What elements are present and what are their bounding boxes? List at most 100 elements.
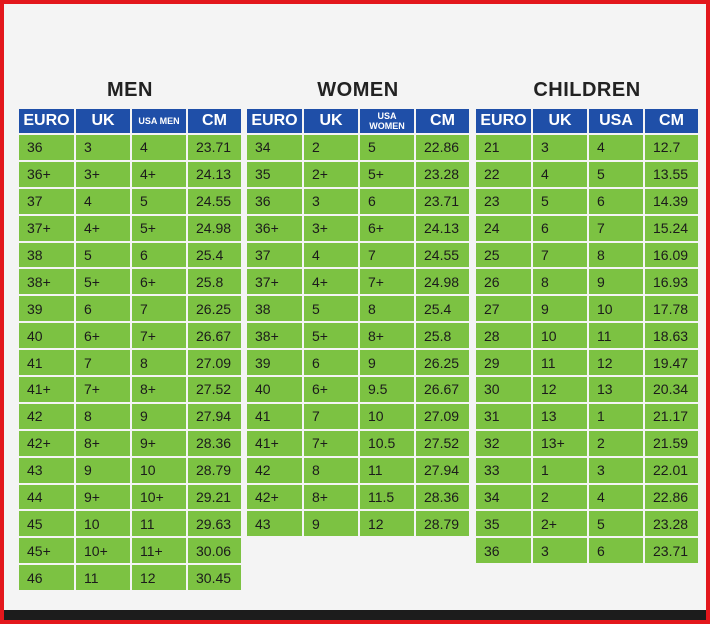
women-cell-euro: 38+ <box>247 323 302 349</box>
women-cell-euro: 35 <box>247 161 302 187</box>
women-cell-euro: 37+ <box>247 269 302 295</box>
men-cell-euro: 41 <box>19 350 74 376</box>
women-table: EURO UK USA WOMEN CM 34 2 5 22.86 35 2+ 5+ 23.2… <box>245 107 471 538</box>
men-cell-uk: 9 <box>76 457 130 483</box>
women-cell-usa: 10.5 <box>360 430 414 456</box>
table-row: 44 9+ 10+ 29.21 <box>19 484 241 510</box>
children-header-uk: UK <box>533 109 587 133</box>
children-header-cm: CM <box>645 109 698 133</box>
men-cell-euro: 44 <box>19 484 74 510</box>
men-cell-uk: 10+ <box>76 538 130 564</box>
men-cell-euro: 43 <box>19 457 74 483</box>
children-cell-usa: 10 <box>589 296 643 322</box>
children-cell-uk: 13 <box>533 403 587 429</box>
children-cell-usa: 7 <box>589 215 643 241</box>
children-section: CHILDREN EURO UK USA CM 21 3 4 12.7 22 4 5 13.5… <box>474 79 700 565</box>
men-cell-cm: 29.21 <box>188 484 241 510</box>
table-row: 36+ 3+ 6+ 24.13 <box>247 215 469 241</box>
children-cell-uk: 5 <box>533 188 587 214</box>
table-row: 43 9 10 28.79 <box>19 457 241 483</box>
children-cell-cm: 20.34 <box>645 377 698 402</box>
children-cell-euro: 21 <box>476 135 531 160</box>
women-cell-uk: 2 <box>304 135 358 160</box>
men-cell-cm: 30.06 <box>188 538 241 564</box>
children-cell-euro: 35 <box>476 511 531 537</box>
table-row: 39 6 9 26.25 <box>247 350 469 376</box>
children-cell-uk: 2+ <box>533 511 587 537</box>
men-cell-usa: 10 <box>132 457 186 483</box>
women-cell-uk: 8 <box>304 457 358 483</box>
women-cell-euro: 34 <box>247 135 302 160</box>
children-cell-cm: 23.28 <box>645 511 698 537</box>
women-cell-euro: 42 <box>247 457 302 483</box>
men-cell-cm: 24.13 <box>188 161 241 187</box>
table-row: 33 1 3 22.01 <box>476 457 698 483</box>
table-row: 38+ 5+ 8+ 25.8 <box>247 323 469 349</box>
children-cell-uk: 4 <box>533 161 587 187</box>
men-cell-euro: 37 <box>19 188 74 214</box>
women-cell-usa: 5+ <box>360 161 414 187</box>
women-cell-usa: 12 <box>360 511 414 537</box>
table-row: 36 3 4 23.71 <box>19 135 241 160</box>
men-cell-usa: 11+ <box>132 538 186 564</box>
women-cell-cm: 27.52 <box>416 430 469 456</box>
women-cell-uk: 3 <box>304 188 358 214</box>
men-cell-cm: 26.67 <box>188 323 241 349</box>
table-row: 37 4 5 24.55 <box>19 188 241 214</box>
men-cell-usa: 6+ <box>132 269 186 295</box>
women-cell-cm: 28.36 <box>416 484 469 510</box>
children-cell-cm: 16.93 <box>645 269 698 295</box>
men-cell-usa: 9 <box>132 403 186 429</box>
men-cell-euro: 36 <box>19 135 74 160</box>
children-cell-cm: 15.24 <box>645 215 698 241</box>
women-cell-euro: 43 <box>247 511 302 537</box>
table-row: 41 7 8 27.09 <box>19 350 241 376</box>
table-row: 23 5 6 14.39 <box>476 188 698 214</box>
children-cell-cm: 21.59 <box>645 430 698 456</box>
women-cell-uk: 6+ <box>304 377 358 402</box>
children-cell-uk: 3 <box>533 135 587 160</box>
children-cell-uk: 1 <box>533 457 587 483</box>
table-row: 38 5 6 25.4 <box>19 242 241 268</box>
women-cell-uk: 5+ <box>304 323 358 349</box>
children-cell-usa: 3 <box>589 457 643 483</box>
men-cell-cm: 25.8 <box>188 269 241 295</box>
women-cell-uk: 6 <box>304 350 358 376</box>
table-row: 41+ 7+ 8+ 27.52 <box>19 377 241 402</box>
children-cell-euro: 30 <box>476 377 531 402</box>
men-cell-euro: 39 <box>19 296 74 322</box>
children-cell-usa: 9 <box>589 269 643 295</box>
women-cell-euro: 36+ <box>247 215 302 241</box>
women-cell-cm: 25.4 <box>416 296 469 322</box>
men-cell-cm: 27.09 <box>188 350 241 376</box>
women-cell-uk: 3+ <box>304 215 358 241</box>
women-cell-euro: 37 <box>247 242 302 268</box>
women-cell-euro: 38 <box>247 296 302 322</box>
table-row: 25 7 8 16.09 <box>476 242 698 268</box>
women-cell-usa: 8+ <box>360 323 414 349</box>
men-cell-usa: 8 <box>132 350 186 376</box>
children-cell-usa: 13 <box>589 377 643 402</box>
men-cell-usa: 7 <box>132 296 186 322</box>
men-cell-uk: 6+ <box>76 323 130 349</box>
women-cell-euro: 41 <box>247 403 302 429</box>
men-cell-uk: 7+ <box>76 377 130 402</box>
women-cell-usa: 11 <box>360 457 414 483</box>
women-cell-usa: 6 <box>360 188 414 214</box>
men-cell-euro: 45+ <box>19 538 74 564</box>
table-row: 42 8 9 27.94 <box>19 403 241 429</box>
table-row: 36+ 3+ 4+ 24.13 <box>19 161 241 187</box>
women-cell-usa: 9 <box>360 350 414 376</box>
men-table: EURO UK USA MEN CM 36 3 4 23.71 36+ 3+ 4+ 24.13… <box>17 107 243 592</box>
women-cell-cm: 27.94 <box>416 457 469 483</box>
children-cell-euro: 29 <box>476 350 531 376</box>
men-cell-usa: 10+ <box>132 484 186 510</box>
women-header-cm: CM <box>416 109 469 133</box>
children-cell-cm: 22.01 <box>645 457 698 483</box>
men-header-uk: UK <box>76 109 130 133</box>
men-cell-usa: 5 <box>132 188 186 214</box>
men-cell-cm: 29.63 <box>188 511 241 537</box>
women-cell-euro: 42+ <box>247 484 302 510</box>
children-cell-uk: 3 <box>533 538 587 564</box>
women-header-row: EURO UK USA WOMEN CM <box>247 109 469 133</box>
